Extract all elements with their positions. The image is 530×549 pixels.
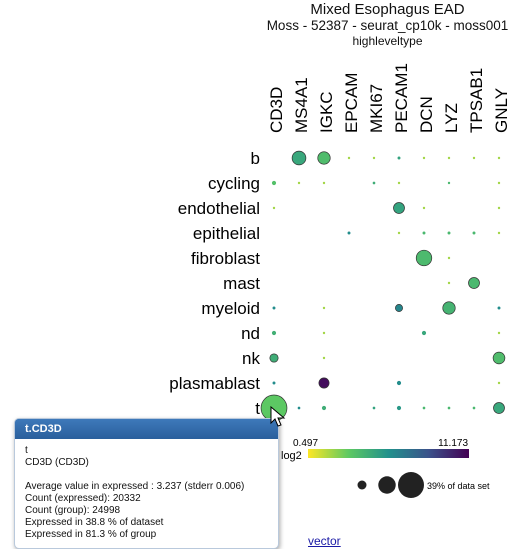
dot-b-igkc[interactable] [317,151,331,165]
column-label-tpsab1: TPSAB1 [467,68,486,133]
dot-plasmablast-igkc[interactable] [318,377,330,389]
dot-b-tpsab1[interactable] [472,156,476,160]
chart-subtitle: Moss - 52387 - seurat_cp10k - moss001 [266,18,509,33]
dot-nd-gnly[interactable] [497,331,501,335]
dot-b-dcn[interactable] [422,156,426,160]
dot-b-mki67[interactable] [372,156,376,160]
color-scale-min-label: 0.497 [293,438,318,449]
dot-t-mki67[interactable] [372,406,376,410]
dot-t-ms4a1[interactable] [297,406,301,410]
dot-t-lyz[interactable] [447,406,451,410]
dot-nk-gnly[interactable] [492,351,506,365]
column-label-igkc: IGKC [317,91,336,133]
column-label-epcam: EPCAM [342,73,361,133]
dot-cycling-gnly[interactable] [497,181,501,185]
dot-cycling-mki67[interactable] [372,181,376,185]
dot-plasmablast-pecam1[interactable] [396,380,402,386]
dot-fibroblast-lyz[interactable] [447,256,451,260]
mouse-cursor-icon [270,406,286,427]
row-label-endothelial: endothelial [178,199,260,218]
row-label-plasmablast: plasmablast [169,374,260,393]
dot-nd-igkc[interactable] [322,331,326,335]
color-scale-label: log2 [281,450,302,462]
dot-t-dcn[interactable] [422,406,426,410]
dot-t-pecam1[interactable] [396,405,402,411]
dot-nk-igkc[interactable] [322,356,326,360]
tooltip-header: t.CD3D [15,419,278,439]
dot-b-ms4a1[interactable] [291,150,307,166]
dot-cycling-pecam1[interactable] [397,181,401,185]
dot-t-gnly[interactable] [493,402,505,414]
dot-endothelial-dcn[interactable] [422,206,426,210]
tooltip-gene: CD3D (CD3D) [25,457,89,468]
size-legend-dot-3 [398,472,424,498]
dot-endothelial-cd3d[interactable] [272,206,276,210]
row-label-nd: nd [241,324,260,343]
row-label-b: b [251,149,260,168]
row-label-t: t [255,399,260,418]
color-scale-bar [308,449,469,458]
row-label-epithelial: epithelial [193,224,260,243]
dot-fibroblast-dcn[interactable] [415,249,433,267]
groupby-label: highleveltype [352,34,423,48]
column-label-dcn: DCN [417,96,436,133]
dot-epithelial-tpsab1[interactable] [472,231,476,235]
color-scale-max-label: 11.173 [438,438,468,449]
dot-nk-cd3d[interactable] [269,353,279,363]
column-label-gnly: GNLY [492,88,511,133]
size-legend-dot-1 [357,480,367,490]
size-legend-dot-2 [378,476,396,494]
dot-myeloid-pecam1[interactable] [395,304,403,312]
dot-mast-tpsab1[interactable] [468,277,480,289]
tooltip-body: t CD3D (CD3D) Average value in expressed… [15,439,278,541]
tooltip-line-count-group: Count (group): 24998 [25,505,121,516]
column-label-pecam1: PECAM1 [392,63,411,133]
dot-cycling-igkc[interactable] [322,181,326,185]
dot-b-lyz[interactable] [447,156,451,160]
dot-b-gnly[interactable] [497,156,501,160]
dot-b-epcam[interactable] [347,156,351,160]
dot-myeloid-cd3d[interactable] [272,306,276,310]
dot-mast-lyz[interactable] [447,281,451,285]
tooltip-line-pct-group: Expressed in 81.3 % of group [25,529,157,540]
tooltip-group: t [25,445,28,456]
dot-myeloid-gnly[interactable] [497,306,501,310]
dot-epithelial-dcn[interactable] [422,231,426,235]
dot-epithelial-pecam1[interactable] [397,231,401,235]
column-label-mki67: MKI67 [367,84,386,133]
dot-t-igkc[interactable] [321,405,327,411]
dot-epithelial-lyz[interactable] [447,231,451,235]
dot-t-tpsab1[interactable] [472,406,476,410]
row-label-fibroblast: fibroblast [191,249,260,268]
row-label-cycling: cycling [208,174,260,193]
dot-myeloid-igkc[interactable] [322,306,326,310]
dot-nd-cd3d[interactable] [271,330,277,336]
dot-epithelial-gnly[interactable] [497,231,501,235]
tooltip-line-average: Average value in expressed : 3.237 (stde… [25,481,245,492]
chart-title: Mixed Esophagus EAD [310,1,465,18]
dot-plasmablast-cd3d[interactable] [272,381,276,385]
dot-cycling-lyz[interactable] [447,181,451,185]
dot-myeloid-lyz[interactable] [442,301,456,315]
dot-endothelial-pecam1[interactable] [393,202,405,214]
tooltip: t.CD3D t CD3D (CD3D) Average value in ex… [14,418,279,549]
dot-endothelial-gnly[interactable] [497,206,501,210]
tooltip-line-pct-dataset: Expressed in 38.8 % of dataset [25,517,164,528]
size-legend-label: 39% of data set [427,481,490,491]
row-label-mast: mast [223,274,260,293]
row-label-nk: nk [242,349,260,368]
row-label-myeloid: myeloid [201,299,260,318]
dot-epithelial-epcam[interactable] [347,231,351,235]
tooltip-line-count-expressed: Count (expressed): 20332 [25,493,141,504]
dot-nd-dcn[interactable] [421,330,427,336]
column-label-lyz: LYZ [442,103,461,133]
column-label-cd3d: CD3D [267,87,286,133]
dot-cycling-cd3d[interactable] [271,180,277,186]
vector-link[interactable]: vector [308,534,341,548]
dot-plasmablast-gnly[interactable] [497,381,501,385]
column-label-ms4a1: MS4A1 [292,77,311,133]
dot-b-pecam1[interactable] [397,156,401,160]
dot-cycling-ms4a1[interactable] [297,181,301,185]
